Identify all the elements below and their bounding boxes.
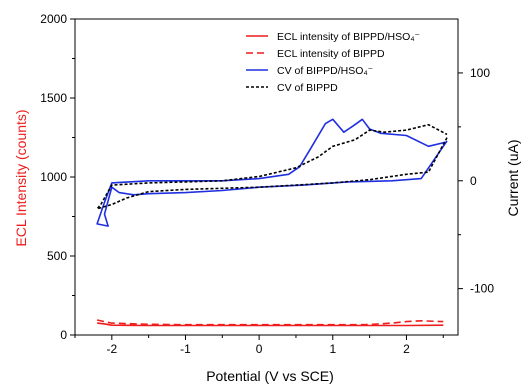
x-tick-label: -2 <box>106 342 117 356</box>
x-tick-label: 1 <box>329 342 336 356</box>
y-left-tick-label: 0 <box>60 328 67 342</box>
y-right-axis-label: Current (uA) <box>505 139 521 216</box>
y-right-tick-label: -100 <box>470 282 494 296</box>
y-left-tick-label: 1500 <box>40 91 67 105</box>
y-left-tick-label: 1000 <box>40 170 67 184</box>
y-left-tick-label: 500 <box>47 249 67 263</box>
y-right-tick-label: 0 <box>470 174 477 188</box>
legend-label-1: ECL intensity of BIPPD/HSO₄⁻ <box>277 31 421 43</box>
series-layer <box>96 118 448 327</box>
legend-label-4: CV of BIPPD <box>277 82 338 94</box>
x-tick-label: -1 <box>180 342 191 356</box>
x-tick-label: 2 <box>403 342 410 356</box>
y-left-axis-label: ECL Intensity (counts) <box>13 109 29 246</box>
y-right-tick-label: 100 <box>470 66 490 80</box>
x-axis-label: Potential (V vs SCE) <box>206 368 334 384</box>
series-line-1 <box>97 322 444 327</box>
legend-label-2: ECL intensity of BIPPD <box>277 48 385 60</box>
legend-label-3: CV of BIPPD/HSO₄⁻ <box>277 65 374 77</box>
y-left-tick-label: 2000 <box>40 12 67 26</box>
x-tick-label: 0 <box>256 342 263 356</box>
legend: ECL intensity of BIPPD/HSO₄⁻ ECL intensit… <box>246 31 421 94</box>
series-line-2 <box>96 319 444 326</box>
ticks-layer: -2 -1 0 1 2 0 500 1000 1500 2000 -100 0 100 <box>40 12 494 356</box>
series-line-3 <box>96 118 448 227</box>
series-line-4 <box>96 123 448 210</box>
